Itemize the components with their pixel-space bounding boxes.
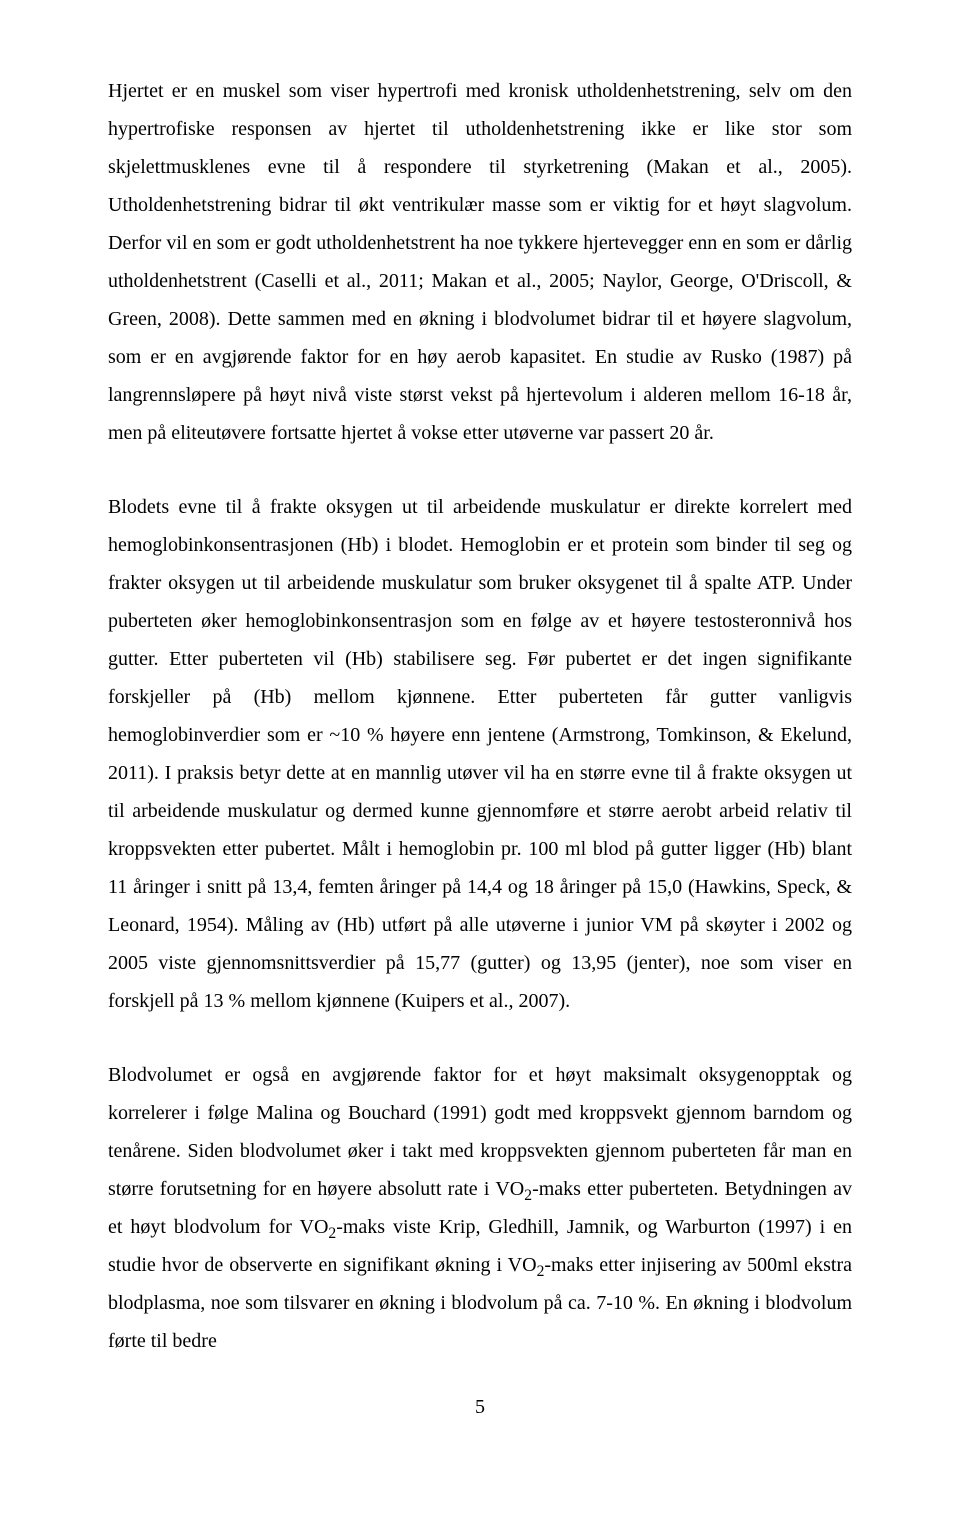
subscript: 2 xyxy=(328,1225,336,1242)
subscript: 2 xyxy=(537,1263,545,1280)
paragraph-3: Blodvolumet er også en avgjørende faktor… xyxy=(108,1056,852,1360)
document-page: Hjertet er en muskel som viser hypertrof… xyxy=(0,0,960,1459)
paragraph-2: Blodets evne til å frakte oksygen ut til… xyxy=(108,488,852,1020)
subscript: 2 xyxy=(524,1187,532,1204)
page-number: 5 xyxy=(108,1396,852,1419)
paragraph-1: Hjertet er en muskel som viser hypertrof… xyxy=(108,72,852,452)
